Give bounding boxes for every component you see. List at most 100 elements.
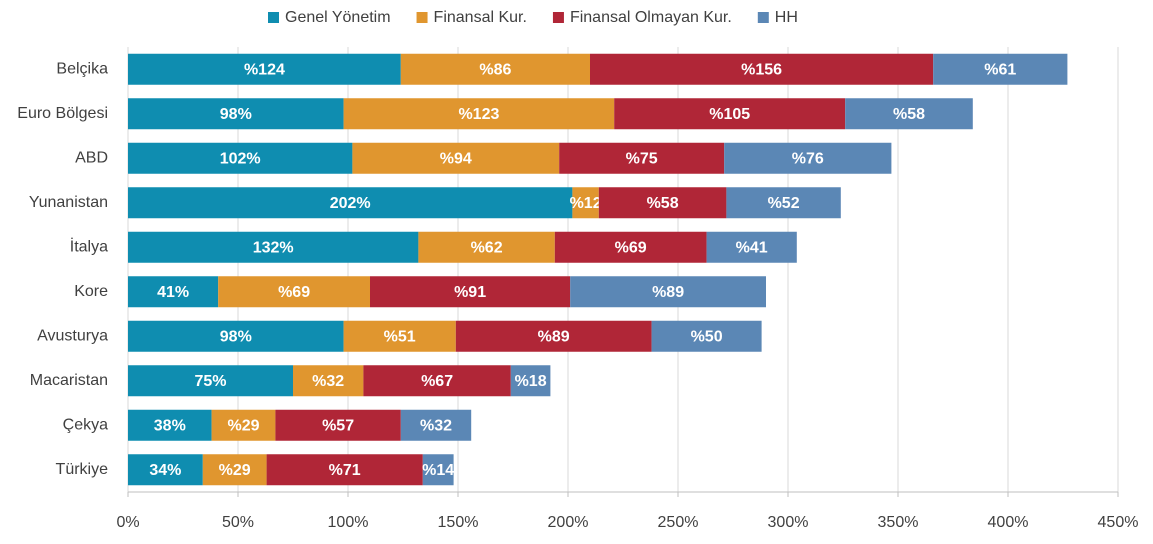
bar-segment [422,454,454,486]
x-tick-label: 50% [222,514,254,531]
value-label: 202% [330,195,371,212]
legend-label: HH [775,9,798,26]
value-label: 41% [157,284,189,301]
value-label: %29 [219,462,251,479]
value-label: %61 [984,61,1016,78]
bar-segment [128,320,344,352]
bar-segment [211,409,276,441]
y-tick-label: Kore [74,283,108,300]
legend-label: Finansal Olmayan Kur. [570,9,732,26]
value-label: %105 [709,106,750,123]
bar-segment [614,98,846,130]
bar-segment [128,142,353,174]
value-label: %14 [422,462,454,479]
bar-segment [218,276,370,308]
bar-segment [400,409,472,441]
bar-segment [559,142,725,174]
y-tick-label: Çekya [63,416,108,433]
value-label: %32 [312,373,344,390]
value-label: 38% [154,417,186,434]
bar-segment [706,231,797,263]
x-tick-label: 450% [1098,514,1139,531]
x-tick-label: 400% [988,514,1029,531]
bar-segment [845,98,973,130]
bar-segment [128,454,203,486]
y-tick-label: Yunanistan [29,194,108,211]
bar-segment [370,276,571,308]
bar-segment [455,320,652,352]
value-label: %29 [227,417,259,434]
legend-swatch [416,12,428,23]
bar-segment [726,187,841,219]
legend-label: Genel Yönetim [285,9,391,26]
value-label: %18 [515,373,547,390]
y-tick-label: Türkiye [56,461,109,478]
bar-segment [128,409,212,441]
bar-segment [724,142,892,174]
bar-segment [128,187,573,219]
value-label: %41 [736,239,768,256]
bar-segment [128,276,219,308]
bar-segment [363,365,511,397]
bar-segment [128,231,419,263]
value-label: %57 [322,417,354,434]
value-label: %12 [570,195,602,212]
value-label: 75% [194,373,226,390]
value-label: %67 [421,373,453,390]
bar-segment [400,53,590,85]
value-label: %89 [652,284,684,301]
value-label: %69 [615,239,647,256]
bar-segment [343,98,615,130]
x-tick-label: 0% [116,514,139,531]
y-tick-label: Belçika [56,60,108,77]
y-tick-label: Macaristan [30,372,108,389]
x-tick-label: 350% [878,514,919,531]
legend: Genel Yönetim Finansal Kur. Finansal Olmay… [268,9,798,26]
bar-segment [570,276,766,308]
value-label: %69 [278,284,310,301]
legend-swatch [757,12,769,23]
value-label: 98% [220,328,252,345]
bar-segment [510,365,551,397]
value-label: %58 [647,195,679,212]
y-tick-label: Euro Bölgesi [17,105,108,122]
value-label: %75 [626,150,658,167]
x-tick-label: 250% [658,514,699,531]
value-label: %58 [893,106,925,123]
value-label: %156 [741,61,782,78]
y-tick-label: Avusturya [37,327,108,344]
bar-segment [275,409,401,441]
value-label: %62 [471,239,503,256]
x-tick-label: 100% [328,514,369,531]
y-tick-label: ABD [75,149,108,166]
value-label: %52 [768,195,800,212]
value-label: 132% [253,239,294,256]
legend-swatch [268,12,279,23]
value-label: %86 [479,61,511,78]
value-label: %71 [329,462,361,479]
bar-segment [554,231,707,263]
value-label: %124 [244,61,285,78]
bar-segment [202,454,267,486]
value-label: %51 [384,328,416,345]
value-label: %50 [691,328,723,345]
bar-segment [933,53,1068,85]
value-label: %76 [792,150,824,167]
y-tick-label: İtalya [70,236,108,255]
bar-segment [598,187,727,219]
bar-segment [128,365,293,397]
value-label: %32 [420,417,452,434]
bar-segment [128,98,344,130]
value-label: 98% [220,106,252,123]
bar-segment [418,231,555,263]
bar-segment [293,365,364,397]
value-label: 34% [149,462,181,479]
bar-segment [128,53,401,85]
bar-segment [266,454,423,486]
bar-segment [352,142,560,174]
value-label: %91 [454,284,486,301]
legend-label: Finansal Kur. [434,9,527,26]
bar-segment [572,187,599,219]
x-tick-label: 300% [768,514,809,531]
